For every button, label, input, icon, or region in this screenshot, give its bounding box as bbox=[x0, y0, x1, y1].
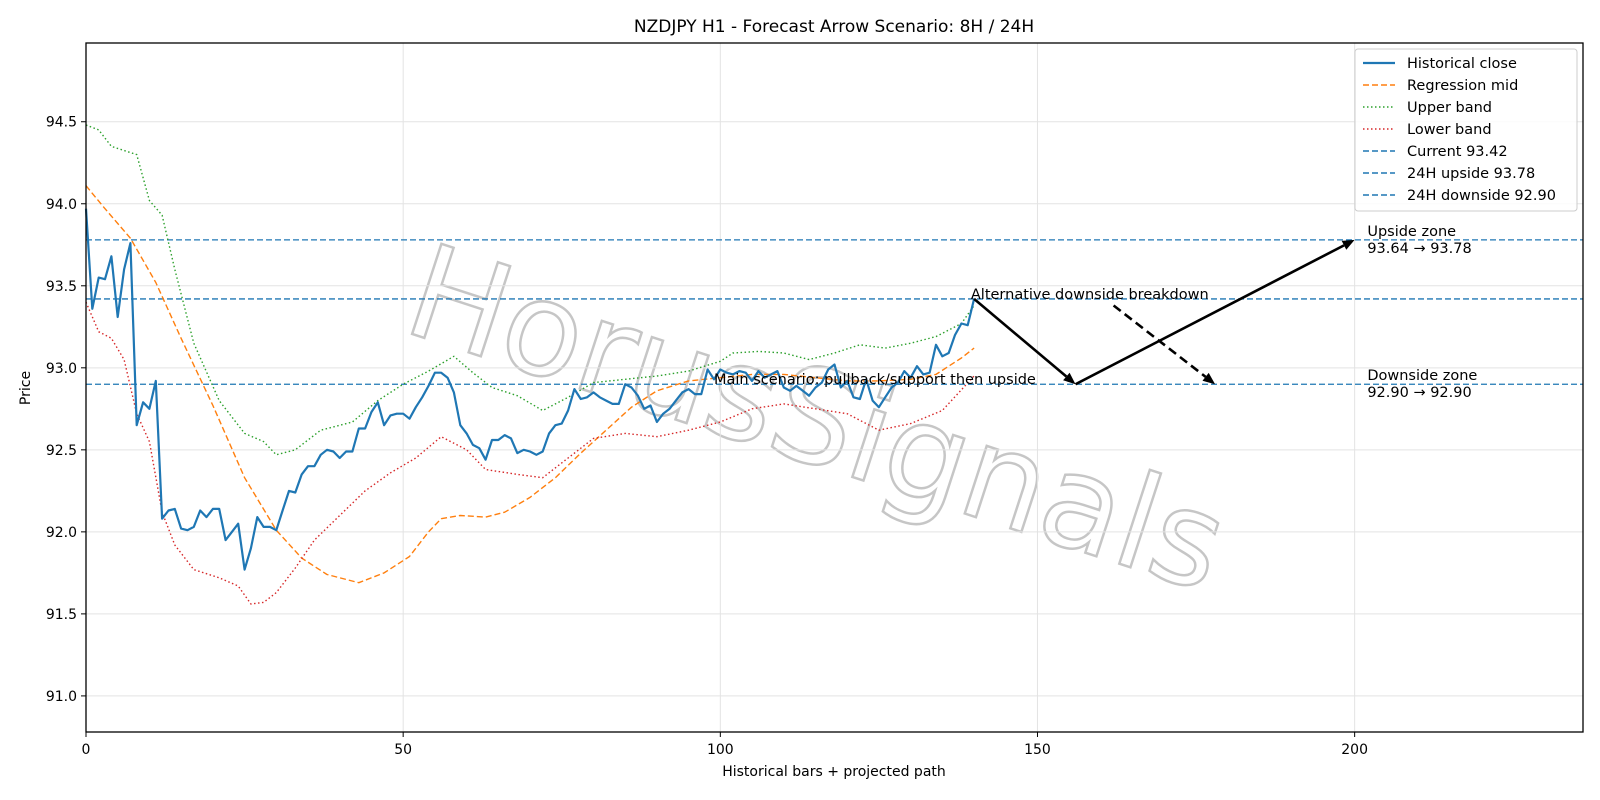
y-axis-ticks: 91.0 91.5 92.0 92.5 93.0 93.5 94.0 94.5 bbox=[46, 115, 86, 705]
annotation-text: 92.90 → 92.90 bbox=[1367, 385, 1471, 401]
arrow-line bbox=[973, 297, 1068, 378]
x-tick-label: 100 bbox=[707, 742, 734, 758]
y-tick-label: 92.0 bbox=[46, 525, 77, 541]
annotation-text: Upside zone bbox=[1367, 224, 1456, 240]
x-axis-label: Historical bars + projected path bbox=[722, 764, 946, 780]
legend-label: Upper band bbox=[1407, 100, 1492, 116]
x-tick-label: 150 bbox=[1024, 742, 1051, 758]
annotation-text: Downside zone bbox=[1367, 368, 1477, 384]
legend-label: 24H upside 93.78 bbox=[1407, 166, 1535, 182]
arrow-head bbox=[1063, 372, 1076, 385]
annotation-text: Alternative downside breakdown bbox=[971, 287, 1209, 303]
series-lines bbox=[84, 124, 976, 605]
annotations: Main scenario: pullback/support then ups… bbox=[714, 224, 1477, 401]
y-axis-label: Price bbox=[18, 371, 34, 405]
series-line bbox=[85, 185, 975, 584]
x-tick-label: 200 bbox=[1341, 742, 1368, 758]
annotation-text: 93.64 → 93.78 bbox=[1367, 241, 1471, 257]
grid-lines bbox=[85, 43, 1583, 732]
y-tick-label: 92.5 bbox=[46, 443, 77, 459]
series-line bbox=[84, 208, 976, 571]
y-tick-label: 91.0 bbox=[46, 689, 77, 705]
y-tick-label: 93.0 bbox=[46, 361, 77, 377]
legend-label: Current 93.42 bbox=[1407, 144, 1508, 160]
x-tick-label: 0 bbox=[82, 742, 91, 758]
legend-label: 24H downside 92.90 bbox=[1407, 188, 1556, 204]
series-line bbox=[85, 301, 975, 605]
x-axis-ticks: 0 50 100 150 200 bbox=[82, 732, 1368, 758]
y-tick-label: 91.5 bbox=[46, 607, 77, 623]
reference-lines bbox=[86, 239, 1583, 385]
arrow-line bbox=[1074, 244, 1345, 386]
scenario-arrows bbox=[973, 239, 1355, 386]
chart-title: NZDJPY H1 - Forecast Arrow Scenario: 8H … bbox=[634, 17, 1034, 37]
x-tick-label: 50 bbox=[394, 742, 412, 758]
legend-label: Historical close bbox=[1407, 56, 1517, 72]
legend-label: Lower band bbox=[1407, 122, 1492, 138]
arrow-head bbox=[1341, 239, 1355, 250]
arrow-head bbox=[1202, 372, 1216, 385]
y-tick-label: 94.0 bbox=[46, 197, 77, 213]
y-tick-label: 93.5 bbox=[46, 279, 77, 295]
annotation-text: Main scenario: pullback/support then ups… bbox=[714, 372, 1036, 388]
legend-box bbox=[1354, 48, 1578, 212]
y-tick-label: 94.5 bbox=[46, 115, 77, 131]
arrow-line bbox=[1112, 304, 1207, 378]
plot-frame bbox=[85, 42, 1584, 733]
legend-label: Regression mid bbox=[1407, 78, 1518, 94]
legend: Historical close Regression mid Upper band… bbox=[1354, 48, 1578, 212]
